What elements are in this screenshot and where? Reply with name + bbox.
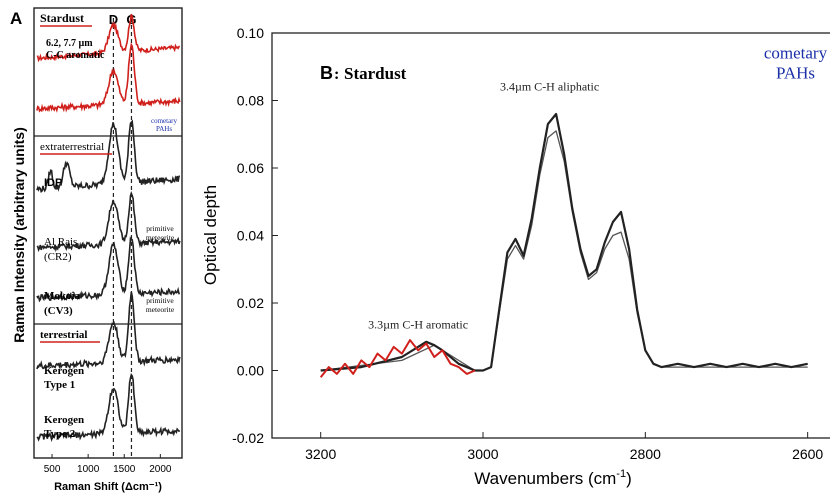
panel-a-y-axis-label: Raman Intensity (arbitrary units): [11, 127, 27, 343]
raman-spectrum: [36, 236, 181, 303]
sample-mokoia-2: (CV3): [44, 305, 73, 317]
raman-spectrum: [36, 13, 180, 63]
sample-kerogen2-1: Kerogen: [44, 414, 84, 426]
cometary-note-2: PAHs: [156, 125, 172, 133]
sample-kerogen1-1: Kerogen: [44, 365, 84, 377]
x-tick-label: 3200: [305, 446, 336, 462]
section-terrestrial: terrestrial: [40, 329, 87, 341]
sample-mokoia-1: Mokoia: [44, 290, 81, 302]
stardust-sublabel-2: C-C aromatic: [46, 50, 105, 61]
panel-b-annotations: 3.4µm C-H aliphatic 3.3µm C-H aromatic com…: [368, 43, 827, 331]
note-primitive-2: primitive: [146, 296, 174, 305]
band-label-G: G: [126, 12, 136, 27]
x-tick-label: 2800: [630, 446, 661, 462]
x-tick-label: 3000: [467, 446, 498, 462]
panel-b-y-axis-label: Optical depth: [201, 185, 220, 285]
panel-b-x-ticks: 3200 3000 2800 2600: [305, 432, 823, 462]
cometary-note-1: cometary: [151, 117, 178, 125]
annotation-label: cometary: [764, 43, 828, 62]
band-label-D: D: [109, 12, 118, 27]
panel-b-letter: B: [320, 63, 333, 83]
raman-spectrum: [36, 291, 181, 370]
panel-b-title-text: Stardust: [344, 64, 407, 83]
note-meteorite-2: meteorite: [146, 305, 175, 314]
y-tick-label: 0.02: [237, 295, 264, 311]
x-tick-label: 1500: [113, 464, 136, 475]
y-tick-label: -0.02: [232, 430, 264, 446]
panel-a-labels: Stardust 6.2, 7.7 µmC-C aromatic cometaryP…: [40, 11, 178, 440]
optical-depth-series: [320, 112, 808, 372]
svg-text::: :: [334, 66, 339, 83]
stardust-sublabel-1: 6.2, 7.7 µm: [46, 38, 93, 49]
panel-b-frame: [271, 32, 830, 439]
sample-kerogen1-2: Type 1: [44, 379, 75, 391]
annotation-label: PAHs: [776, 64, 815, 83]
note-meteorite-1: meteorite: [146, 233, 175, 242]
y-tick-label: 0.06: [237, 160, 264, 176]
panel-b-series: [319, 112, 808, 378]
y-tick-label: 0.10: [237, 25, 264, 41]
y-tick-label: 0.08: [237, 93, 264, 109]
raman-spectrum: [36, 42, 181, 113]
section-stardust: Stardust: [40, 11, 84, 25]
section-extraterrestrial: extraterrestrial: [40, 141, 104, 153]
annotation-label: 3.4µm C-H aliphatic: [500, 79, 599, 93]
x-tick-label: 500: [44, 464, 61, 475]
sample-al-rais-2: (CR2): [44, 251, 72, 263]
panel-b-title: B : Stardust: [320, 63, 407, 83]
sample-al-rais-1: Al Rais: [44, 236, 77, 248]
panel-a-x-axis-label: Raman Shift (Δcm⁻¹): [54, 481, 162, 493]
panel-a-x-ticks: 500 1000 1500 2000: [44, 454, 172, 475]
raman-spectrum: [36, 190, 181, 253]
panel-a-letter: A: [10, 9, 22, 28]
raman-spectrum: [36, 372, 181, 443]
x-tick-label: 2600: [792, 446, 823, 462]
y-tick-label: 0.04: [237, 228, 264, 244]
panel-a-frame: [33, 7, 183, 459]
x-tick-label: 1000: [77, 464, 100, 475]
panel-b: -0.02 0.00 0.02 0.04 0.06 0.08 0.10 3200 3000 28…: [201, 25, 830, 488]
annotation-label: 3.3µm C-H aromatic: [368, 317, 468, 331]
optical-depth-series: [320, 130, 808, 372]
sample-idp: IDP: [44, 177, 62, 189]
x-tick-label: 2000: [149, 464, 172, 475]
sample-kerogen2-2: Type 2: [44, 428, 76, 440]
panel-b-x-axis-label: Wavenumbers (cm-1): [474, 468, 631, 488]
optical-depth-series: [319, 339, 476, 378]
note-primitive-1: primitive: [146, 224, 174, 233]
panel-b-y-ticks: -0.02 0.00 0.02 0.04 0.06 0.08 0.10: [232, 25, 278, 446]
y-tick-label: 0.00: [237, 363, 264, 379]
